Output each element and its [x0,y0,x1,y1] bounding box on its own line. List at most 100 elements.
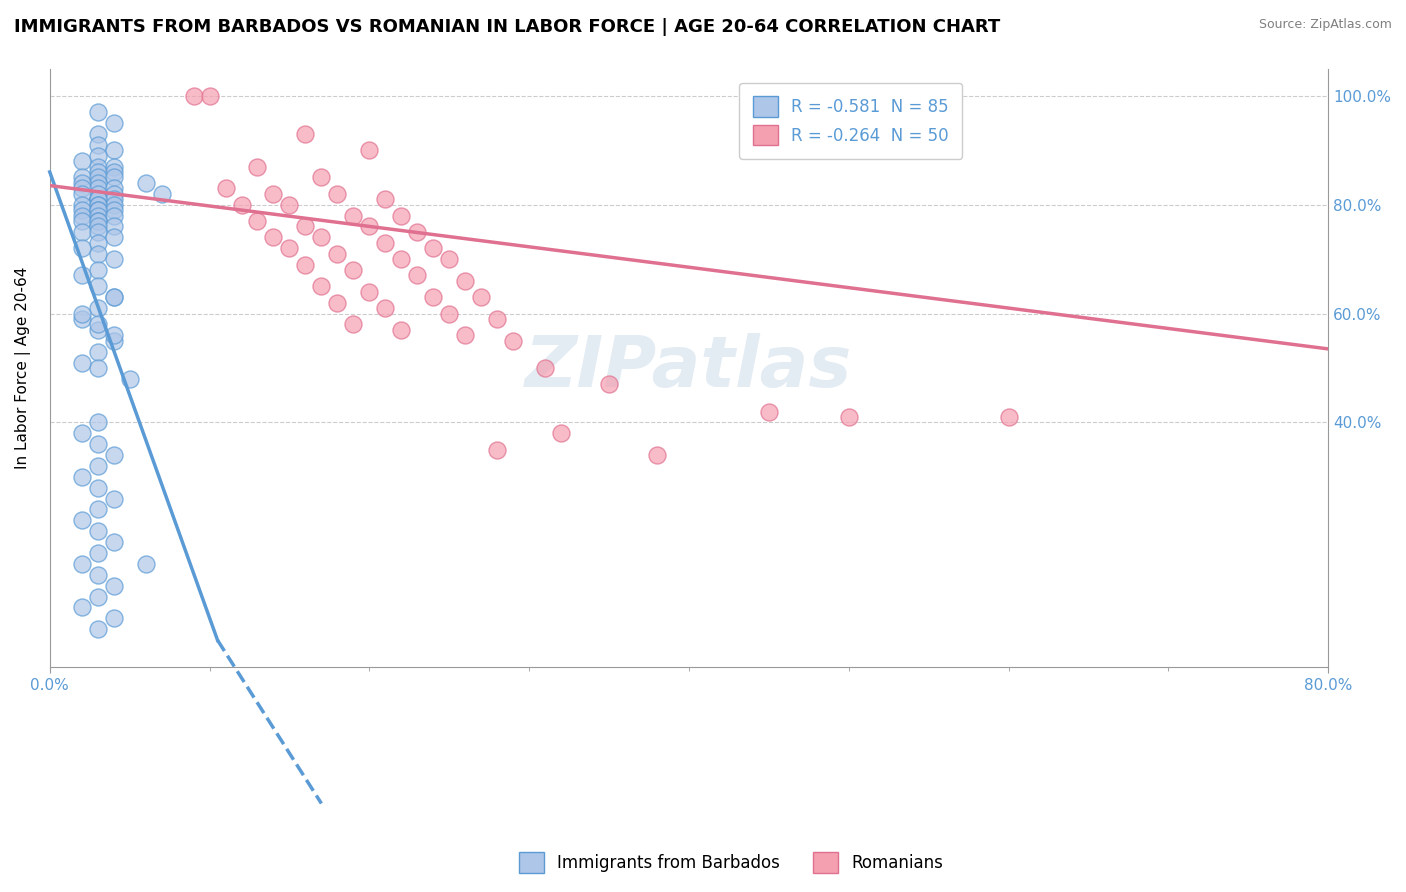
Point [103,203,125,218]
Point [389,323,412,337]
Point [103,535,125,549]
Point [86,148,108,162]
Point [439,306,461,320]
Point [103,230,125,244]
Point [246,214,269,228]
Point [70,268,93,283]
Point [422,241,444,255]
Point [103,181,125,195]
Point [359,219,381,234]
Point [278,197,301,211]
Point [103,192,125,206]
Point [311,230,333,244]
Point [86,246,108,260]
Point [342,263,364,277]
Point [86,186,108,201]
Point [86,137,108,152]
Point [470,290,492,304]
Point [374,192,396,206]
Point [70,154,93,169]
Point [103,165,125,179]
Point [70,214,93,228]
Point [86,235,108,250]
Point [103,579,125,593]
Point [86,567,108,582]
Point [86,318,108,332]
Point [86,590,108,604]
Point [70,426,93,441]
Point [86,279,108,293]
Point [86,192,108,206]
Point [326,295,349,310]
Point [135,176,157,190]
Point [86,209,108,223]
Point [374,235,396,250]
Text: IMMIGRANTS FROM BARBADOS VS ROMANIAN IN LABOR FORCE | AGE 20-64 CORRELATION CHAR: IMMIGRANTS FROM BARBADOS VS ROMANIAN IN … [14,18,1000,36]
Point [214,181,236,195]
Point [550,426,572,441]
Point [103,116,125,130]
Point [86,481,108,495]
Point [263,230,285,244]
Point [70,600,93,615]
Point [342,318,364,332]
Point [86,416,108,430]
Point [103,252,125,266]
Point [86,344,108,359]
Point [70,557,93,571]
Text: Source: ZipAtlas.com: Source: ZipAtlas.com [1258,18,1392,31]
Point [70,312,93,326]
Point [103,334,125,348]
Point [103,170,125,185]
Point [70,181,93,195]
Point [70,170,93,185]
Point [86,181,108,195]
Point [86,301,108,315]
Point [183,88,205,103]
Point [103,186,125,201]
Point [86,458,108,473]
Point [86,160,108,174]
Point [70,203,93,218]
Point [246,160,269,174]
Point [359,285,381,299]
Point [598,377,620,392]
Point [86,105,108,120]
Point [86,219,108,234]
Point [86,197,108,211]
Point [86,546,108,560]
Legend: Immigrants from Barbados, Romanians: Immigrants from Barbados, Romanians [512,846,950,880]
Point [198,88,221,103]
Point [70,355,93,369]
Point [103,491,125,506]
Point [103,290,125,304]
Point [86,203,108,218]
Point [103,219,125,234]
Point [86,524,108,539]
Point [86,502,108,516]
Point [454,328,477,343]
Point [70,306,93,320]
Point [86,214,108,228]
Point [103,448,125,462]
Point [70,513,93,527]
Point [326,186,349,201]
Point [86,165,108,179]
Point [758,404,780,418]
Point [70,470,93,484]
Point [278,241,301,255]
Point [86,323,108,337]
Point [86,225,108,239]
Point [103,611,125,625]
Point [103,328,125,343]
Point [359,143,381,157]
Point [86,622,108,636]
Point [103,209,125,223]
Point [86,176,108,190]
Point [294,219,316,234]
Point [486,442,509,457]
Point [86,214,108,228]
Point [326,246,349,260]
Point [86,127,108,141]
Point [389,252,412,266]
